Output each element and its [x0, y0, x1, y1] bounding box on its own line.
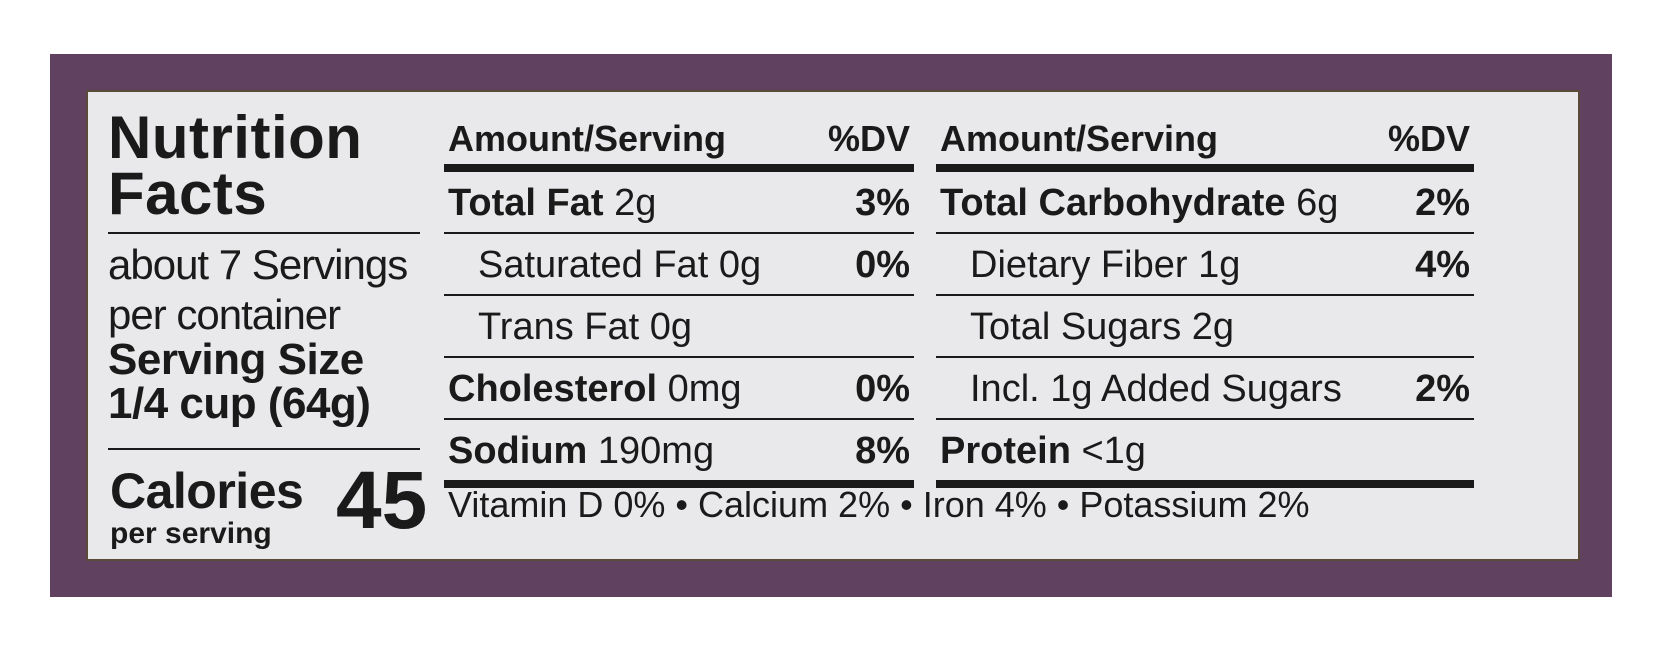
thick-divider: [444, 164, 914, 172]
nutrient-row: Trans Fat 0g: [444, 296, 914, 358]
nutrient-row: Total Carbohydrate 6g 2%: [936, 172, 1474, 234]
calories-label: Calories: [110, 463, 304, 519]
nutrient-row: Total Fat 2g 3%: [444, 172, 914, 234]
calories-sub-label: per serving: [110, 517, 272, 550]
nutrient-row: Sodium 190mg 8%: [448, 430, 910, 472]
table-header: Amount/Serving %DV: [448, 118, 910, 159]
divider: [108, 232, 420, 234]
nutrient-row: Protein <1g: [940, 430, 1146, 472]
serving-size: Serving Size 1/4 cup (64g): [108, 335, 371, 428]
servings-per-container: about 7 Servings per container: [108, 241, 408, 338]
nutrition-facts-panel: Nutrition Facts about 7 Servings per con…: [86, 90, 1580, 561]
nutrient-row: Cholesterol 0mg 0%: [444, 358, 914, 420]
thick-divider: [936, 164, 1474, 172]
divider: [108, 448, 420, 450]
thick-divider: [444, 480, 914, 488]
calories-value: 45: [336, 455, 428, 546]
nutrient-row: Dietary Fiber 1g 4%: [936, 234, 1474, 296]
label-frame: Nutrition Facts about 7 Servings per con…: [50, 54, 1612, 597]
table-header: Amount/Serving %DV: [940, 118, 1470, 159]
vitamins-minerals-line: Vitamin D 0% • Calcium 2% • Iron 4% • Po…: [448, 484, 1310, 525]
nutrient-table-right: Amount/Serving %DV Total Carbohydrate 6g…: [936, 104, 1474, 488]
nutrient-table-left: Amount/Serving %DV Total Fat 2g 3% Satur…: [444, 104, 914, 488]
thick-divider: [936, 480, 1474, 488]
nutrient-row: Incl. 1g Added Sugars 2%: [936, 358, 1474, 420]
nutrition-facts-title: Nutrition Facts: [108, 104, 363, 227]
nutrient-row: Saturated Fat 0g 0%: [444, 234, 914, 296]
nutrient-row: Total Sugars 2g: [936, 296, 1474, 358]
